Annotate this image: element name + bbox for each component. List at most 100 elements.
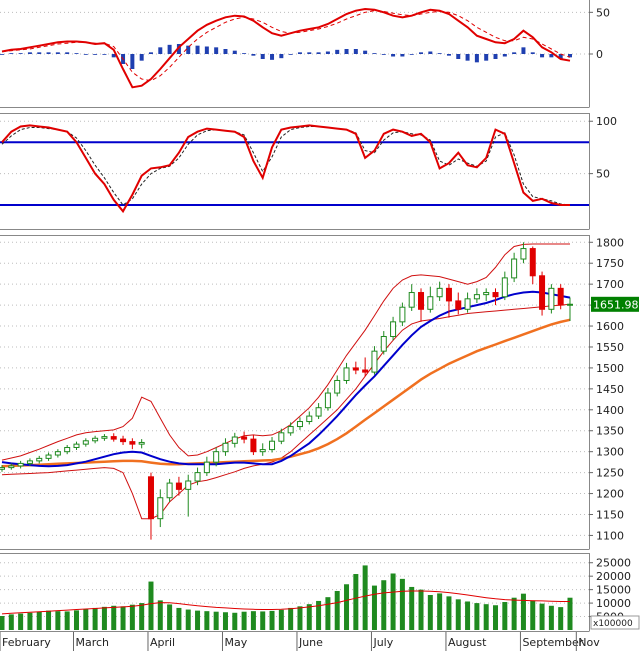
macd-histogram-bar [325,51,330,54]
macd-histogram-bar [260,54,265,59]
candle-body [306,415,313,423]
volume-unit-box [590,615,640,630]
volume-bar [222,612,228,630]
moving-average-short [1,290,571,468]
candle-body [147,476,154,520]
volume-bar [139,603,145,630]
macd-histogram-bar [381,54,386,55]
volume-bar [511,597,517,630]
price-tick-label: 1450 [596,383,624,396]
price-tick-label: 1200 [596,488,624,501]
volume-tick-label: 10000 [596,597,631,610]
macd-histogram-bar [270,54,275,60]
candle-body [334,379,341,394]
candle-body [473,294,480,300]
candle-body [54,451,61,456]
volume-bar [83,609,89,630]
macd-tick-label: 50 [596,6,610,19]
volume-bar [334,590,340,630]
volume-bar [36,611,42,630]
volume-bar [176,607,182,630]
macd-histogram-bar [46,52,51,54]
candle-body [520,248,527,260]
macd-histogram-bar [428,51,433,54]
candle-body [427,296,434,310]
macd-histogram-bar [37,52,42,54]
macd-histogram-bar [148,52,153,54]
candle-body [259,449,266,453]
price-tick-label: 1800 [596,236,624,249]
candle-body [511,258,518,279]
candle-body [222,442,229,453]
price-tick-label: 1300 [596,446,624,459]
macd-histogram-bar [18,53,23,54]
volume-bar [409,586,415,630]
bollinger-lower-band [1,303,571,520]
macd-histogram-bar [167,44,172,54]
volume-bar [101,606,107,630]
macd-histogram-bar [419,52,424,54]
price-tick-label: 1400 [596,404,624,417]
macd-histogram-bar [484,54,489,61]
macd-panel [0,7,572,89]
price-tick-label: 1350 [596,425,624,438]
volume-bar [18,613,24,630]
macd-histogram-bar [204,46,209,54]
price-panel [0,242,573,540]
candle-body [380,336,387,352]
volume-bar [437,593,443,630]
candle-body [241,436,248,440]
macd-histogram-bar [176,44,181,54]
stochastic-line [1,124,570,214]
volume-bar [148,581,154,630]
candle-body [8,465,15,469]
volume-bar [55,611,61,630]
macd-histogram-bar [139,54,144,61]
macd-histogram-bar [195,45,200,54]
macd-histogram-bar [409,54,414,55]
macd-histogram-bar [521,47,526,54]
volume-bar [46,610,52,630]
macd-histogram-bar [446,54,451,56]
macd-histogram-bar [9,53,14,54]
candle-body [92,437,99,442]
price-tick-label: 1500 [596,362,624,375]
candle-body [343,367,350,381]
price-tick-label: 1250 [596,467,624,480]
volume-bar [92,607,98,630]
volume-bar [157,600,163,630]
volume-bar [64,611,70,630]
candle-body [408,292,415,308]
stochastic-tick-label: 100 [596,115,617,128]
candle-body [315,407,322,417]
candle-body [557,287,564,306]
volume-bar [0,616,5,630]
macd-histogram-bar [344,49,349,54]
bollinger-upper-band [1,243,570,461]
macd-histogram-bar [363,50,368,54]
candle-body [352,367,359,371]
candle-body [101,436,108,439]
volume-bar [27,612,33,630]
macd-histogram-bar [251,54,256,56]
candle-body [213,451,220,463]
month-label: August [448,636,487,649]
candle-body [436,287,443,298]
month-label: Nov [578,636,600,649]
stochastic-tick-label: 50 [596,168,610,181]
volume-bar [530,600,536,630]
volume-bar [288,607,294,630]
macd-histogram-bar [400,54,405,57]
price-tick-label: 1750 [596,257,624,270]
macd-histogram-bar [74,53,79,54]
volume-bar [371,585,377,630]
macd-histogram-bar [568,54,572,58]
month-label: February [2,636,51,649]
volume-bar [260,611,266,630]
month-label: April [150,636,175,649]
macd-tick-label: 0 [596,48,603,61]
time-axis: February March April May June July August Septe… [0,632,600,651]
volume-bar [344,584,350,630]
volume-bar [8,614,14,630]
